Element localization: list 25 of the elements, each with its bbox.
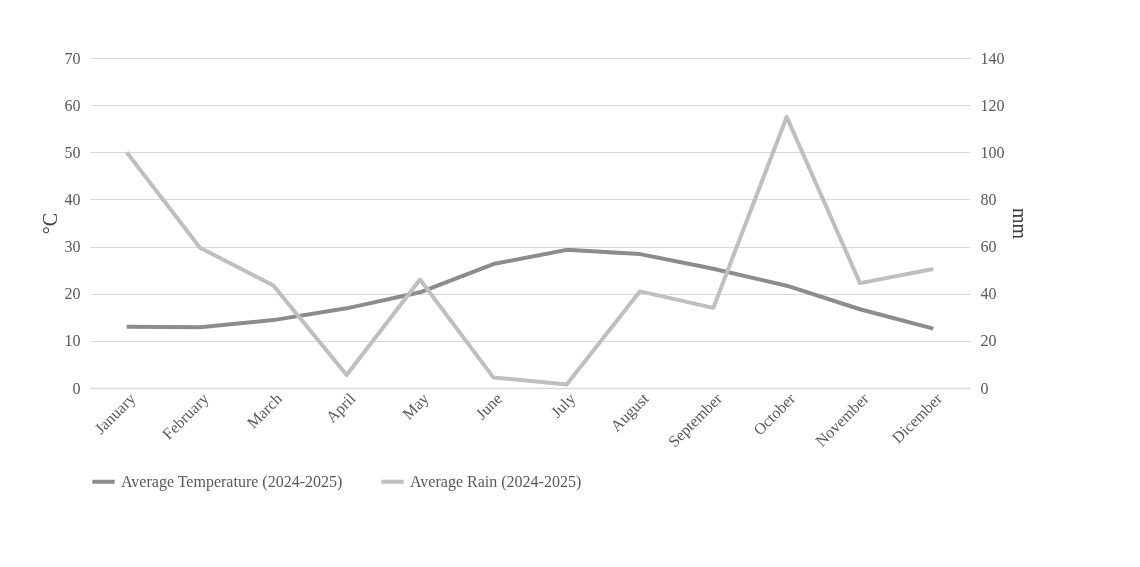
y-axis-title: °C <box>38 212 61 235</box>
x-tick-label: May <box>399 389 433 424</box>
y-tick-label: 40 <box>64 190 81 208</box>
legend-label: Average Rain (2024-2025) <box>410 472 582 491</box>
y-tick-label: 60 <box>64 96 81 114</box>
x-tick-label: June <box>472 389 506 423</box>
line-series <box>124 114 936 387</box>
y2-tick-label: 20 <box>980 332 997 350</box>
y2-tick-label: 100 <box>980 143 1005 161</box>
line-series <box>124 247 936 331</box>
y2-tick-label: 140 <box>980 49 1005 67</box>
y-tick-label: 0 <box>72 379 81 397</box>
y2-tick-label: 60 <box>980 238 997 256</box>
y-tick-label: 20 <box>64 285 81 303</box>
legend-label: Average Temperature (2024-2025) <box>121 472 343 491</box>
y-tick-label: 10 <box>64 332 81 350</box>
y2-tick-label: 0 <box>980 379 989 397</box>
x-tick-label: July <box>547 389 580 422</box>
y2-tick-label: 120 <box>980 96 1005 114</box>
y-tick-label: 50 <box>64 143 81 161</box>
y2-axis-title: mm <box>1008 207 1031 240</box>
y2-tick-label: 40 <box>980 285 997 303</box>
y-tick-label: 70 <box>64 49 81 67</box>
y-tick-label: 30 <box>64 238 81 256</box>
y2-tick-label: 80 <box>980 190 997 208</box>
